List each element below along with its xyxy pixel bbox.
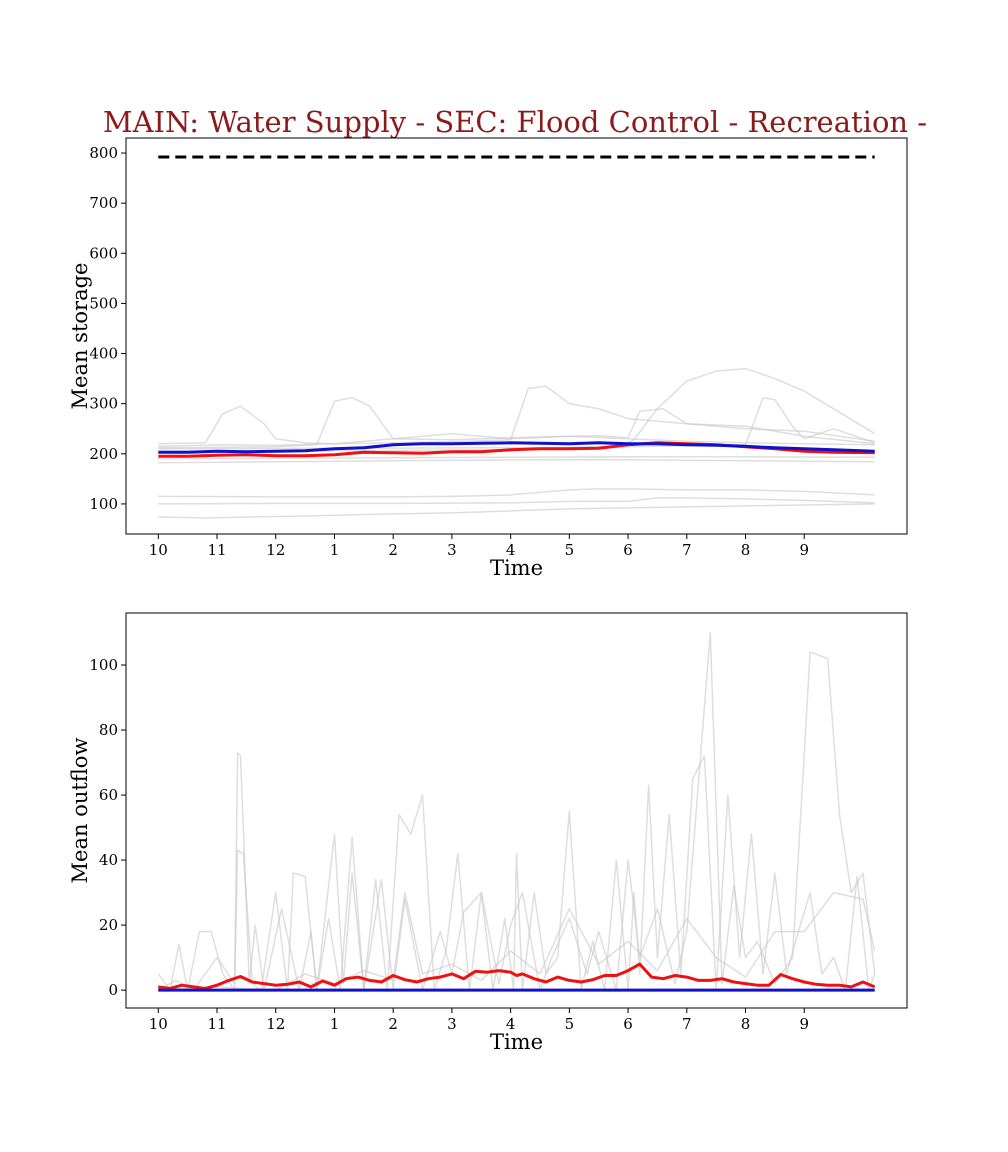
x-tick-label: 11	[207, 541, 226, 559]
x-tick-label: 8	[741, 541, 751, 559]
background-series-line	[157, 755, 876, 991]
y-tick-label: 200	[89, 445, 118, 463]
x-axis-label: Time	[490, 556, 543, 580]
x-tick-label: 6	[623, 541, 633, 559]
x-tick-label: 4	[506, 1015, 516, 1033]
y-tick-label: 100	[89, 656, 118, 674]
main-series-line	[158, 962, 876, 990]
axes-frame	[125, 137, 908, 535]
x-axis-label: Time	[490, 1030, 543, 1054]
x-tick-label: 6	[623, 1015, 633, 1033]
x-tick-label: 8	[741, 1015, 751, 1033]
x-tick-label: 10	[149, 1015, 168, 1033]
x-tick-label: 12	[266, 1015, 285, 1033]
y-tick-label: 800	[89, 144, 118, 162]
background-series-line	[158, 488, 875, 498]
x-tick-label: 4	[506, 541, 516, 559]
plot-area	[157, 631, 876, 992]
background-series-line	[157, 631, 876, 991]
y-axis-label: Mean storage	[68, 263, 92, 410]
storage-panel: 10 11 12 1 2 3 4 5 6 7 8 9100200300400500600700800T…	[68, 137, 908, 580]
background-series-line	[158, 385, 875, 448]
y-tick-label: 700	[89, 194, 118, 212]
background-series-line	[158, 405, 875, 446]
y-tick-label: 80	[99, 721, 118, 739]
x-tick-label: 5	[565, 1015, 575, 1033]
background-series-line	[158, 497, 875, 505]
y-axis-label: Mean outflow	[68, 738, 92, 884]
x-tick-label: 9	[799, 541, 809, 559]
background-series-line	[158, 459, 875, 464]
x-tick-label: 3	[447, 1015, 457, 1033]
background-series-line	[158, 503, 875, 519]
y-tick-label: 400	[89, 345, 118, 363]
x-tick-label: 10	[149, 541, 168, 559]
x-tick-label: 2	[388, 541, 398, 559]
chart-title: MAIN: Water Supply - SEC: Flood Control …	[103, 105, 927, 139]
x-tick-label: 11	[207, 1015, 226, 1033]
y-tick-label: 40	[99, 851, 118, 869]
y-tick-label: 100	[89, 495, 118, 513]
y-tick-label: 0	[108, 981, 118, 999]
y-tick-label: 60	[99, 786, 118, 804]
reference-series-line	[158, 441, 875, 454]
background-series-line	[158, 396, 875, 449]
y-tick-label: 600	[89, 244, 118, 262]
axes-frame	[125, 612, 908, 1009]
background-series-line	[158, 456, 875, 460]
x-tick-label: 3	[447, 541, 457, 559]
x-tick-label: 7	[682, 1015, 692, 1033]
y-tick-label: 500	[89, 294, 118, 312]
x-tick-label: 1	[330, 1015, 340, 1033]
plot-area	[158, 155, 876, 519]
y-tick-label: 20	[99, 916, 118, 934]
x-tick-label: 7	[682, 541, 692, 559]
x-tick-label: 5	[565, 541, 575, 559]
x-tick-label: 12	[266, 541, 285, 559]
x-tick-label: 2	[388, 1015, 398, 1033]
y-tick-label: 300	[89, 395, 118, 413]
x-tick-label: 1	[330, 541, 340, 559]
x-tick-label: 9	[799, 1015, 809, 1033]
